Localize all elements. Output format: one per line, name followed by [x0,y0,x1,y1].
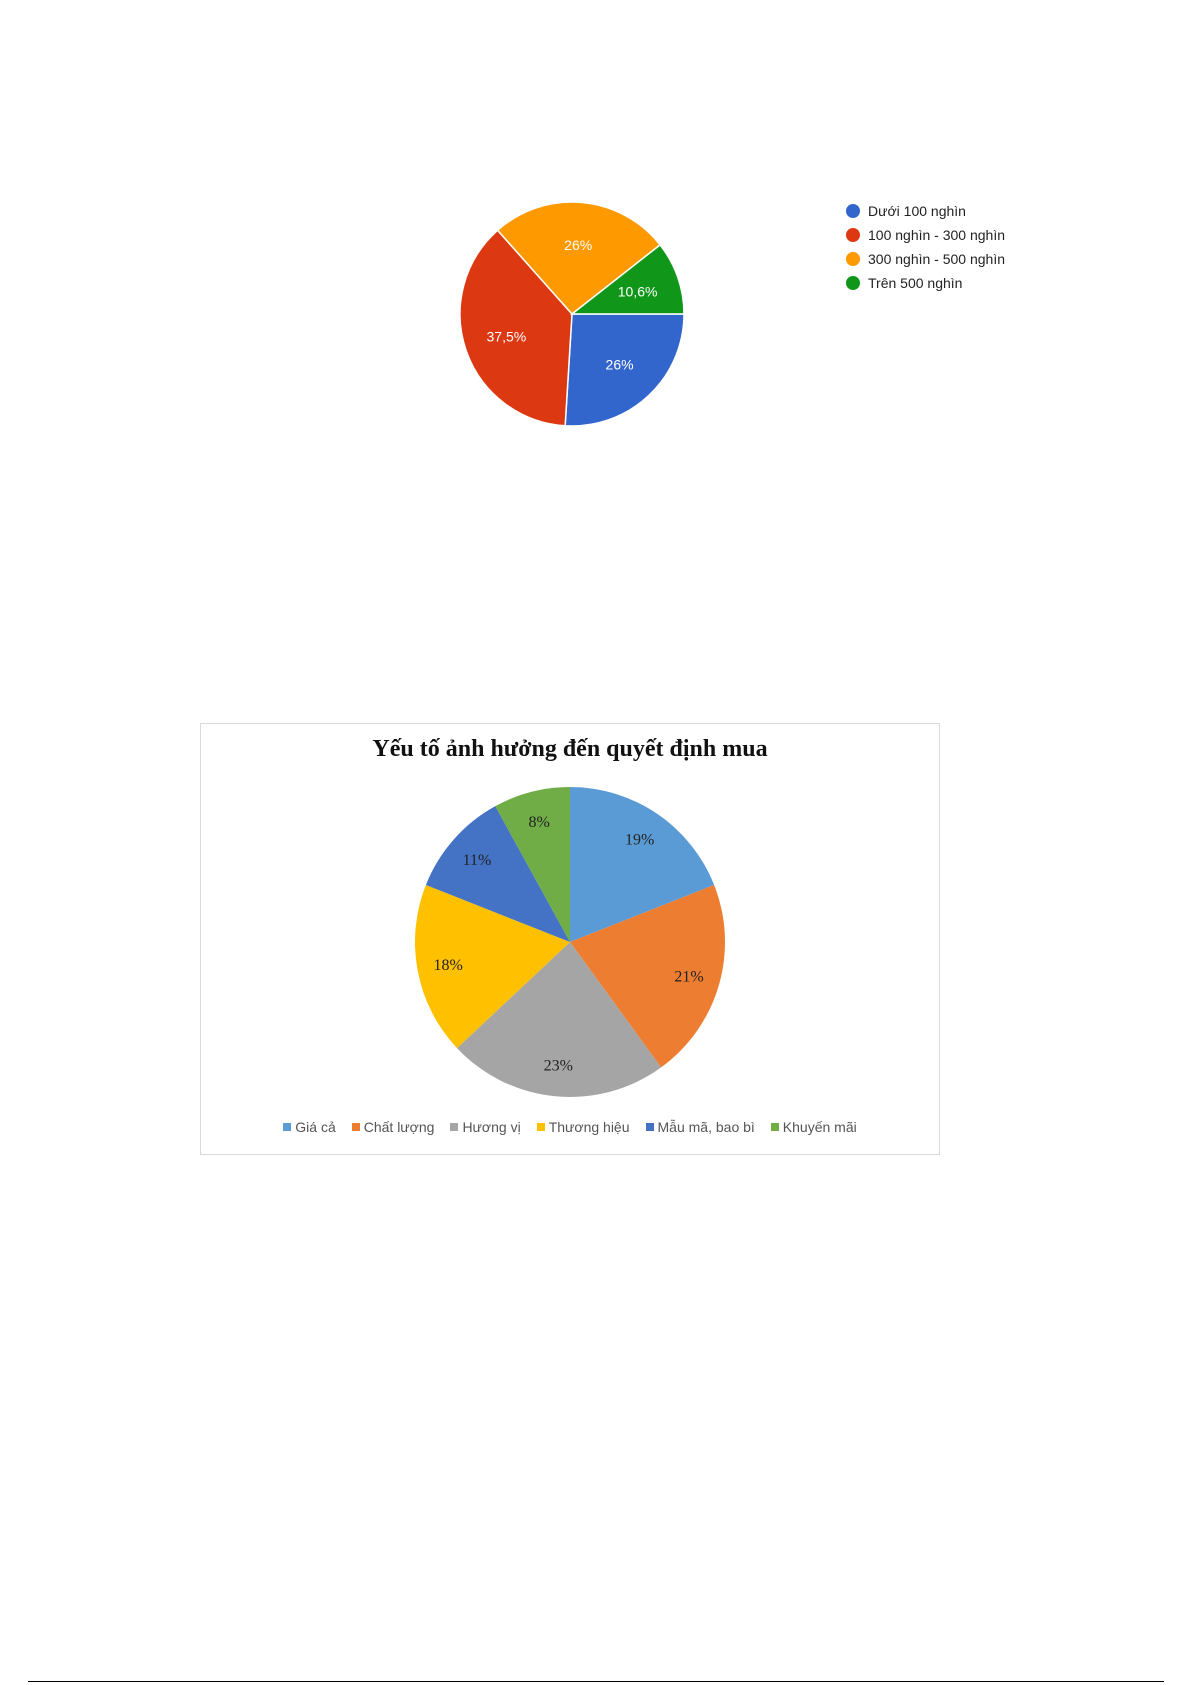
data-label: 8% [528,814,549,831]
data-label: 11% [463,852,492,869]
legend-dot [846,252,860,266]
legend-label: Trên 500 nghìn [868,275,963,291]
data-label: 23% [544,1057,573,1074]
legend-item: Dưới 100 nghìn [846,199,1005,223]
legend-item: 300 nghìn - 500 nghìn [846,247,1005,271]
data-label: 19% [625,831,654,848]
legend-dot [846,228,860,242]
pie-slice [564,313,685,427]
legend-label: Thương hiệu [548,1119,630,1135]
legend-dot [846,204,860,218]
legend-label: Khuyến mãi [782,1119,857,1135]
legend-label: 100 nghìn - 300 nghìn [868,227,1006,243]
legend-label: Giá cả [295,1119,336,1135]
data-label: 21% [674,969,703,986]
pie-slice [570,884,726,1068]
chart-factors-frame: 19% 21% 23% 18% 11% 8% Yếu tố ảnh hưởng đến q… [200,723,940,1155]
data-label: 26% [564,237,592,253]
legend-dot [846,276,860,290]
data-label: 10,6% [618,283,658,299]
legend-spending: Dưới 100 nghìn 100 nghìn - 300 nghìn 300… [846,199,1005,295]
legend-label: Hương vị [462,1119,521,1135]
data-label: 18% [434,957,463,974]
pie-slice [457,942,662,1097]
pie-chart-factors: 19% 21% 23% 18% 11% 8% [415,787,726,1097]
pie-slice [570,787,715,942]
legend-item: Giá cả [283,1119,336,1135]
legend-item: Hương vị [450,1119,521,1135]
pie-slice [496,201,662,316]
legend-swatch [770,1123,779,1131]
legend-label: Mẫu mã, bao bì [657,1119,755,1135]
legend-item: Khuyến mãi [770,1119,857,1135]
legend-item: 100 nghìn - 300 nghìn [846,223,1005,247]
pie-slice [415,884,570,1049]
legend-swatch [283,1123,292,1131]
legend-swatch [536,1123,545,1131]
legend-label: 300 nghìn - 500 nghìn [868,251,1006,267]
pie-slice [495,787,570,942]
pie-slice [459,229,573,427]
pie-slice [569,243,685,315]
chart-title: Yếu tố ảnh hưởng đến quyết định mua [372,736,768,762]
legend-label: Dưới 100 nghìn [868,203,966,219]
pie-slice [425,806,570,942]
legend-item: Chất lượng [351,1119,435,1135]
legend-label: Chất lượng [363,1119,435,1135]
legend-item: Mẫu mã, bao bì [645,1119,755,1135]
legend-swatch [450,1123,459,1131]
page-bottom-rule [28,1681,1164,1682]
legend-item: Trên 500 nghìn [846,271,1005,295]
legend-item: Thương hiệu [536,1119,630,1135]
pie-chart-spending: 26% 37,5% 26% 10,6% [459,201,685,427]
data-label: 37,5% [487,329,527,345]
legend-swatch [351,1123,360,1131]
legend-factors: Giá cả Chất lượng Hương vị Thương hiệu M… [201,1119,939,1135]
legend-swatch [645,1123,654,1131]
data-label: 26% [606,357,634,373]
